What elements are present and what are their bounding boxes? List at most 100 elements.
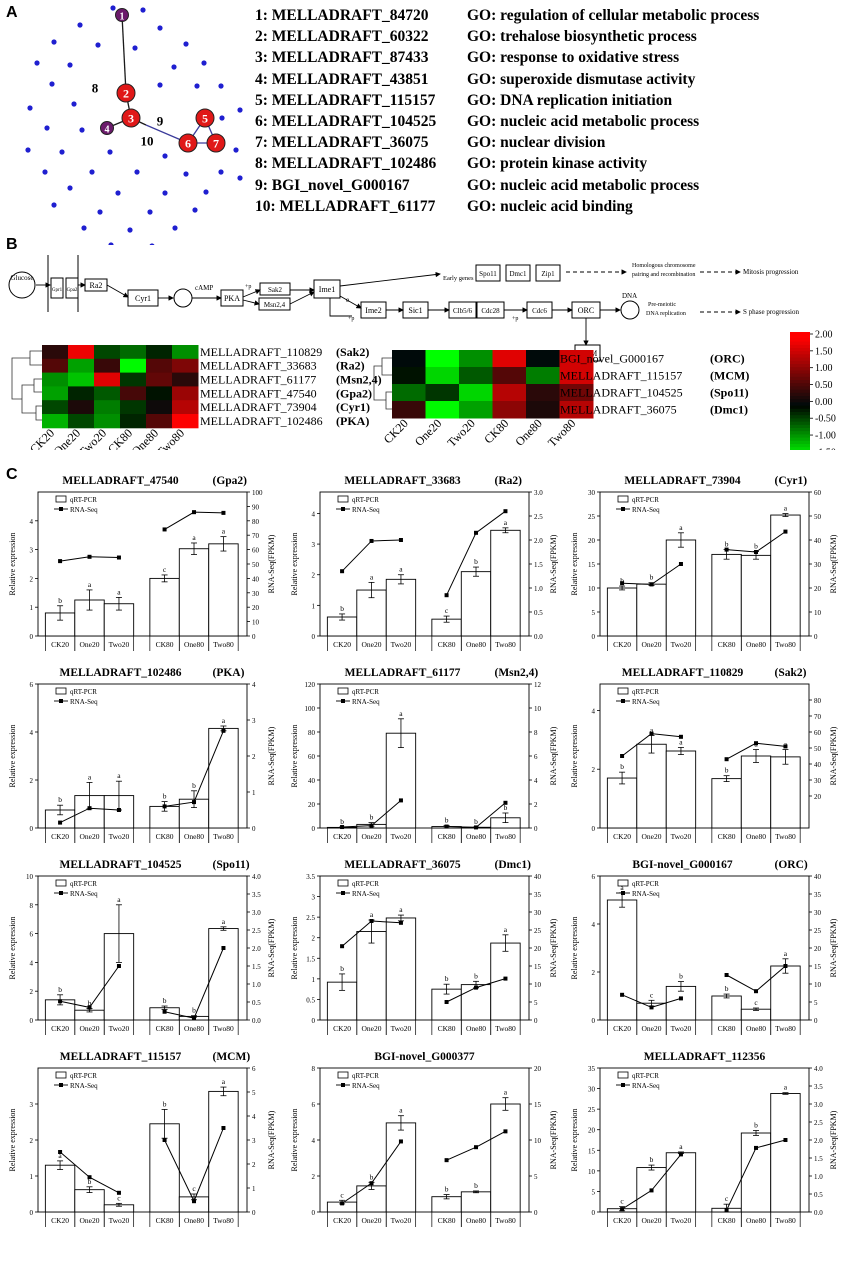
x-tick-label: CK80 [718, 832, 736, 841]
rnaseq-point [162, 527, 167, 532]
colorbar-segment [790, 335, 810, 339]
heatmap-cell [42, 372, 69, 387]
significance-letter: a [399, 1106, 403, 1115]
network-node [134, 169, 140, 175]
colorbar-segment [790, 357, 810, 362]
y2-tick-label: 2.0 [814, 1137, 823, 1145]
chart-legend: qRT-PCR RNA-Seq [336, 495, 380, 514]
bar-One20 [636, 743, 667, 829]
colorbar-segment [790, 408, 810, 413]
network-node [140, 7, 146, 13]
significance-letter: b [340, 817, 344, 826]
y-tick-label: 4 [592, 707, 596, 715]
colorbar-segment [790, 364, 810, 368]
chart-legend: qRT-PCR RNA-Seq [54, 687, 98, 706]
go-term: GO: response to oxidative stress [467, 49, 680, 67]
significance-letter: a [504, 518, 508, 527]
y2-tick-label: 0 [252, 633, 256, 641]
significance-letter: a [117, 587, 121, 596]
y2-tick-label: 2.0 [252, 945, 261, 953]
legend-label-rnaseq: RNA-Seq [352, 1082, 380, 1090]
chart-legend: qRT-PCR RNA-Seq [54, 495, 98, 514]
y2-tick-label: 20 [252, 604, 260, 612]
y-tick-label: 8 [30, 902, 34, 910]
x-tick-label: Two80 [495, 1216, 516, 1225]
go-annotation-list: 1: MELLADRAFT_84720 GO: regulation of cel… [255, 5, 845, 217]
network-node-2 [116, 83, 136, 103]
go-row: 2: MELLADRAFT_60322 GO: trehalose biosynt… [255, 26, 845, 47]
y2-tick-label: 0 [814, 633, 818, 641]
go-row: 10: MELLADRAFT_61177 GO: nucleic acid bin… [255, 196, 845, 217]
rnaseq-point [444, 1000, 449, 1004]
y-tick-label: 25 [588, 513, 596, 521]
y-tick-label: 0 [30, 633, 34, 641]
y-tick-label: 0 [312, 1017, 316, 1025]
significance-letter: b [725, 984, 729, 993]
significance-letter: c [754, 998, 758, 1007]
significance-letter: a [370, 572, 374, 581]
pathway-arrow [339, 295, 362, 309]
colorbar-segment [790, 431, 810, 435]
x-tick-label: CK80 [156, 832, 174, 841]
heatmap-row-label: MELLADRAFT_47540 [200, 386, 317, 400]
colorbar-segment [790, 424, 810, 429]
rnaseq-point [340, 944, 345, 949]
y-tick-label: 5 [592, 609, 596, 617]
y-axis-label: Relative expression [8, 917, 17, 980]
chart-tag: (Msn2,4) [495, 667, 539, 679]
y2-tick-label: 20 [814, 585, 822, 593]
early-genes-label: Early genes [443, 275, 474, 282]
y2-tick-label: 3.0 [534, 489, 543, 497]
heatmap-cell [459, 401, 493, 419]
rnaseq-point [340, 569, 345, 574]
legend-label-qpcr: qRT-PCR [352, 496, 379, 504]
y-tick-label: 10 [588, 585, 596, 593]
legend-label-qpcr: qRT-PCR [352, 880, 379, 888]
chart-tag: (Sak2) [775, 667, 807, 679]
network-node [25, 147, 31, 153]
colorbar-segment [790, 434, 810, 439]
rnaseq-point [398, 920, 403, 925]
dnarep-label: DNA replication [646, 311, 686, 317]
heatmap-cell [94, 386, 121, 401]
chart-svg: MELLADRAFT_47540 (Gpa2)012340102030405060… [8, 475, 276, 651]
y2-tick-label: 25 [534, 927, 542, 935]
clb56-label: Clb5/6 [453, 307, 473, 315]
y2-axis-label: RNA-Seq(FPKM) [549, 1110, 558, 1169]
network-node [110, 5, 116, 11]
x-tick-label: CK80 [438, 1216, 456, 1225]
rnaseq-point [192, 800, 197, 805]
legend-label-qpcr: qRT-PCR [70, 1072, 97, 1080]
y2-tick-label: 1.5 [252, 963, 261, 971]
significance-letter: a [679, 737, 683, 746]
heatmap-row-label: MELLADRAFT_36075 [560, 403, 677, 417]
legend-marker [621, 1083, 625, 1087]
cyr1-label: Cyr1 [135, 294, 151, 303]
rnaseq-point [58, 999, 63, 1004]
heatmap-cell [94, 358, 121, 374]
y-tick-label: 35 [588, 1065, 596, 1073]
rnaseq-line [164, 511, 224, 530]
qpcr-chart: MELLADRAFT_73904 (Cyr1) 0 5 10 15 20 25 30 0 10 20 3… [567, 470, 842, 660]
network-node-label-4: 4 [105, 125, 110, 136]
rnaseq-point [783, 744, 788, 749]
rnaseq-point [754, 989, 759, 994]
y2-tick-label: 5 [252, 1089, 256, 1097]
significance-letter: a [504, 925, 508, 934]
x-tick-label: One80 [184, 832, 204, 841]
glucose-circle [8, 271, 36, 299]
significance-letter: b [445, 1185, 449, 1194]
y2-tick-label: 0 [252, 825, 256, 833]
y-tick-label: 30 [588, 1086, 596, 1094]
premeiotic-label: Pre-meiotic [648, 302, 676, 308]
network-node [107, 149, 113, 155]
heatmap-cell [526, 384, 560, 402]
y2-tick-label: 70 [252, 532, 260, 540]
significance-letter: a [399, 905, 403, 914]
colorbar-segment [790, 402, 810, 407]
bar-CK80 [149, 577, 180, 637]
y2-tick-label: 2.5 [252, 927, 261, 935]
rnaseq-point [678, 734, 683, 739]
heatmap-cell [68, 345, 95, 360]
qpcr-chart: MELLADRAFT_47540 (Gpa2) 0 1 2 3 4 0 10 20 30 40 50 60… [5, 470, 280, 660]
